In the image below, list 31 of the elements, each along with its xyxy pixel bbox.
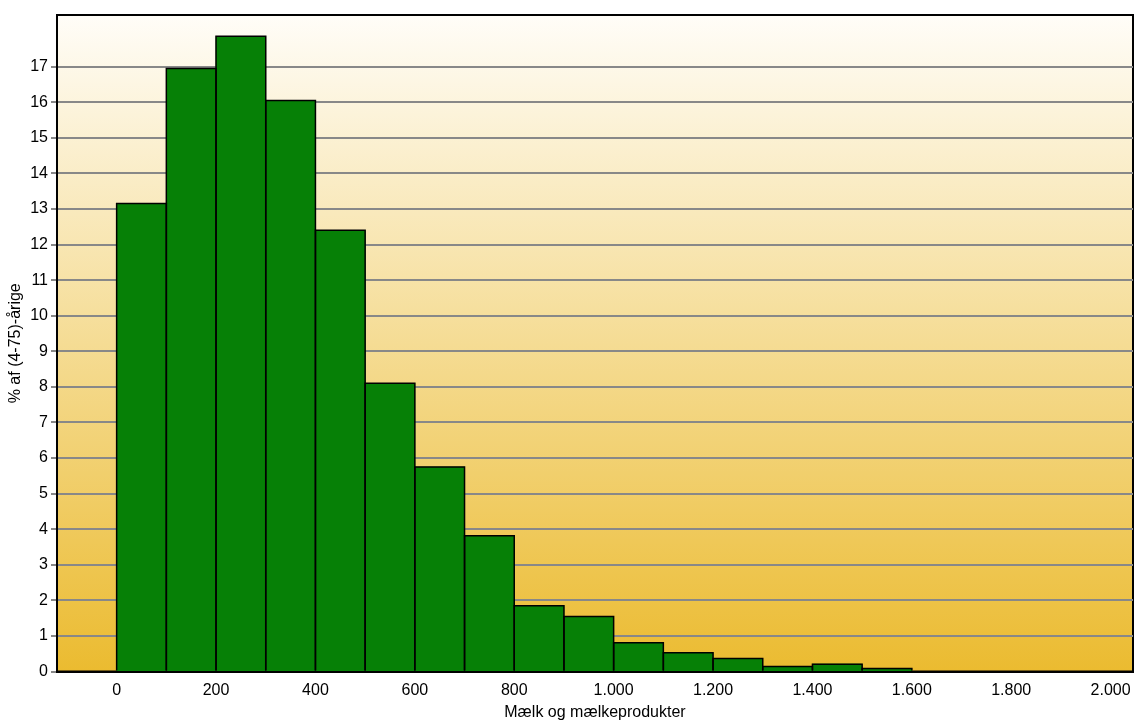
y-tick-label: 13	[30, 199, 49, 217]
x-tick-label: 200	[202, 680, 230, 698]
y-tick-label: 3	[39, 555, 49, 573]
y-tick-label: 15	[30, 128, 49, 146]
x-tick-label: 0	[112, 680, 122, 698]
y-tick-label: 5	[39, 484, 49, 502]
x-tick-label: 1.200	[693, 680, 734, 698]
x-tick-label: 1.600	[891, 680, 932, 698]
x-tick-label: 1.400	[792, 680, 833, 698]
x-axis-title: Mælk og mælkeprodukter	[504, 702, 687, 720]
y-tick-label: 14	[30, 163, 49, 181]
y-tick-label: 17	[30, 57, 49, 75]
y-tick-label: 12	[30, 234, 49, 252]
x-tick-label: 1.800	[991, 680, 1032, 698]
y-tick-label: 8	[39, 377, 49, 395]
x-tick-label: 1.000	[593, 680, 634, 698]
y-tick-label: 9	[39, 341, 49, 359]
y-tick-label: 10	[30, 306, 49, 324]
y-tick-label: 0	[39, 662, 49, 680]
x-tick-label: 400	[302, 680, 329, 698]
y-tick-label: 11	[31, 270, 49, 288]
y-tick-label: 1	[39, 626, 49, 644]
x-tick-label: 600	[401, 680, 429, 698]
y-tick-label: 6	[39, 448, 49, 466]
x-tick-label: 800	[500, 680, 528, 698]
x-tick-label: 2.000	[1090, 680, 1131, 698]
y-tick-label: 4	[39, 519, 49, 537]
y-tick-label: 16	[30, 92, 49, 110]
y-tick-label: 7	[39, 412, 49, 430]
y-tick-label: 2	[39, 590, 49, 608]
y-axis-title: % af (4-75)-årige	[6, 283, 24, 404]
